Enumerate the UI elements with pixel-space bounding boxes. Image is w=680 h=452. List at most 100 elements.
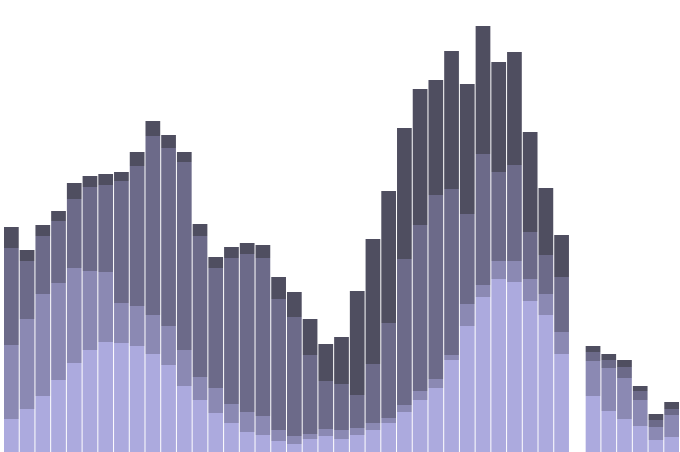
- bar-segment-3-26: [397, 259, 412, 405]
- bar-segment-2-11: [161, 326, 176, 365]
- bar-segment-4-39: [601, 354, 617, 360]
- bar-segment-1-23: [349, 435, 365, 452]
- bar-segment-2-12: [176, 350, 192, 386]
- bar-segment-3-7: [98, 185, 114, 272]
- bar-segment-3-16: [239, 254, 255, 412]
- bar-segment-3-14: [208, 268, 224, 388]
- bar-segment-3-6: [82, 187, 98, 271]
- bar-segment-1-4: [51, 380, 66, 452]
- bar-segment-1-33: [507, 282, 522, 452]
- bar-segment-3-12: [176, 162, 192, 350]
- bar-segment-4-12: [176, 152, 192, 162]
- bar-segment-3-33: [507, 165, 522, 261]
- bar-segment-3-30: [459, 214, 475, 304]
- bar-segment-3-36: [554, 277, 569, 332]
- bar-segment-3-28: [428, 195, 444, 379]
- bar-segment-4-33: [507, 52, 522, 165]
- bar-segment-1-22: [334, 439, 349, 452]
- bar-segment-2-26: [397, 405, 412, 412]
- bar-segment-3-38: [585, 352, 601, 361]
- bar-segment-4-14: [208, 257, 224, 268]
- bar-segment-2-30: [459, 304, 475, 326]
- bar-segment-2-19: [286, 436, 302, 444]
- bar-segment-1-15: [224, 423, 239, 452]
- bar-segment-1-14: [208, 413, 224, 452]
- bar-segment-1-36: [554, 354, 569, 452]
- bar-segment-2-3: [35, 294, 51, 396]
- bar-segment-4-1: [4, 227, 19, 248]
- bar-segment-2-17: [255, 416, 271, 435]
- bar-segment-4-4: [51, 211, 66, 221]
- bar-segment-1-43: [664, 437, 679, 452]
- bar-segment-1-13: [192, 400, 208, 452]
- bar-segment-2-1: [4, 345, 19, 419]
- bar-segment-1-32: [491, 279, 507, 452]
- bar-segment-1-20: [302, 439, 318, 452]
- bar-segment-2-27: [412, 391, 428, 400]
- bar-segment-2-2: [19, 319, 35, 409]
- bar-segment-1-30: [459, 326, 475, 452]
- bar-segment-2-34: [522, 279, 538, 301]
- bar-segment-1-8: [114, 343, 129, 452]
- bar-segment-1-42: [648, 440, 664, 452]
- bar-segment-4-36: [554, 235, 569, 277]
- bar-segment-3-20: [302, 355, 318, 434]
- bar-segment-4-27: [412, 89, 428, 225]
- bar-segment-4-11: [161, 135, 176, 148]
- bar-segment-4-26: [397, 128, 412, 259]
- bar-segment-4-31: [475, 26, 491, 154]
- bar-segment-3-11: [161, 148, 176, 326]
- bar-segment-2-28: [428, 379, 444, 388]
- bar-segment-4-16: [239, 243, 255, 254]
- bar-segment-1-2: [19, 409, 35, 452]
- bar-segment-3-1: [4, 248, 19, 345]
- bar-segment-2-10: [145, 315, 161, 354]
- bar-segment-3-19: [286, 317, 302, 436]
- bar-segment-3-35: [538, 255, 554, 294]
- bar-segment-4-41: [632, 386, 648, 391]
- bars-group: [4, 26, 679, 452]
- bar-segment-1-6: [82, 350, 98, 452]
- bar-segment-4-6: [82, 176, 98, 187]
- bar-segment-3-22: [334, 384, 349, 430]
- bar-segment-1-24: [365, 430, 381, 452]
- bar-segment-2-15: [224, 404, 239, 423]
- bar-segment-3-32: [491, 172, 507, 261]
- bar-segment-1-40: [617, 419, 632, 452]
- bar-segment-4-10: [145, 121, 161, 136]
- bar-segment-4-24: [365, 239, 381, 364]
- bar-segment-4-22: [334, 337, 349, 384]
- bar-segment-4-13: [192, 224, 208, 236]
- bar-segment-4-23: [349, 291, 365, 395]
- bar-segment-1-10: [145, 354, 161, 452]
- bar-segment-1-31: [475, 297, 491, 452]
- bar-segment-3-13: [192, 236, 208, 377]
- bar-segment-3-27: [412, 225, 428, 391]
- bar-segment-1-18: [271, 441, 286, 452]
- bar-segment-3-24: [365, 364, 381, 423]
- bar-segment-4-32: [491, 62, 507, 172]
- bar-segment-1-9: [129, 346, 145, 452]
- bar-segment-3-17: [255, 258, 271, 416]
- bar-segment-2-16: [239, 412, 255, 432]
- bar-segment-2-41: [632, 400, 648, 426]
- bar-segment-2-13: [192, 377, 208, 400]
- bar-segment-3-2: [19, 261, 35, 319]
- bar-segment-4-35: [538, 188, 554, 255]
- bar-segment-3-43: [664, 409, 679, 415]
- bar-segment-4-2: [19, 250, 35, 261]
- bar-segment-2-22: [334, 430, 349, 439]
- bar-segment-2-8: [114, 303, 129, 343]
- bar-segment-1-28: [428, 388, 444, 452]
- bar-segment-3-21: [318, 381, 334, 429]
- bar-segment-4-28: [428, 80, 444, 195]
- bar-segment-3-3: [35, 236, 51, 294]
- bar-segment-1-7: [98, 342, 114, 452]
- bar-segment-3-18: [271, 299, 286, 430]
- bar-segment-2-31: [475, 285, 491, 297]
- bar-segment-3-39: [601, 360, 617, 368]
- bar-segment-4-18: [271, 277, 286, 299]
- bar-segment-1-21: [318, 436, 334, 452]
- bar-segment-4-19: [286, 292, 302, 317]
